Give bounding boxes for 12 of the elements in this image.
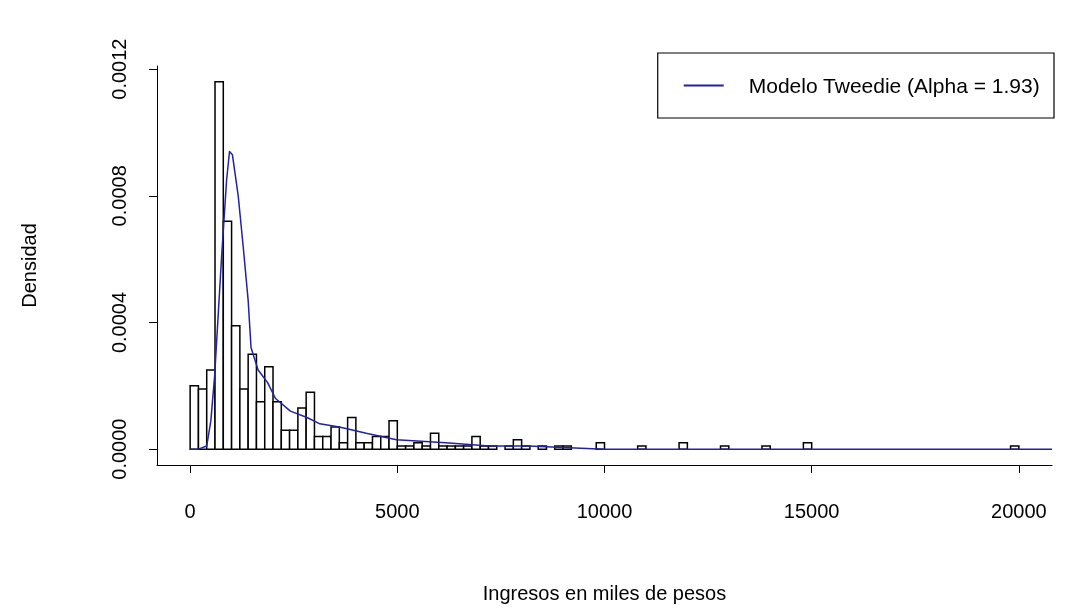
y-tick-label: 0.0004 (108, 291, 130, 354)
y-tick-label: 0.0012 (108, 38, 130, 100)
x-tick-label: 15000 (783, 500, 840, 522)
x-tick-label: 10000 (576, 500, 633, 522)
x-axis-title: Ingresos en miles de pesos (482, 582, 727, 604)
y-tick-label: 0.0008 (108, 165, 130, 227)
y-axis-title: Densidad (18, 223, 40, 308)
legend-label: Modelo Tweedie (Alpha = 1.93) (748, 74, 1040, 97)
x-tick-label: 5000 (375, 500, 420, 522)
y-tick-label: 0.0000 (108, 418, 130, 480)
x-tick-label: 0 (184, 500, 196, 522)
x-tick-label: 20000 (991, 500, 1047, 522)
